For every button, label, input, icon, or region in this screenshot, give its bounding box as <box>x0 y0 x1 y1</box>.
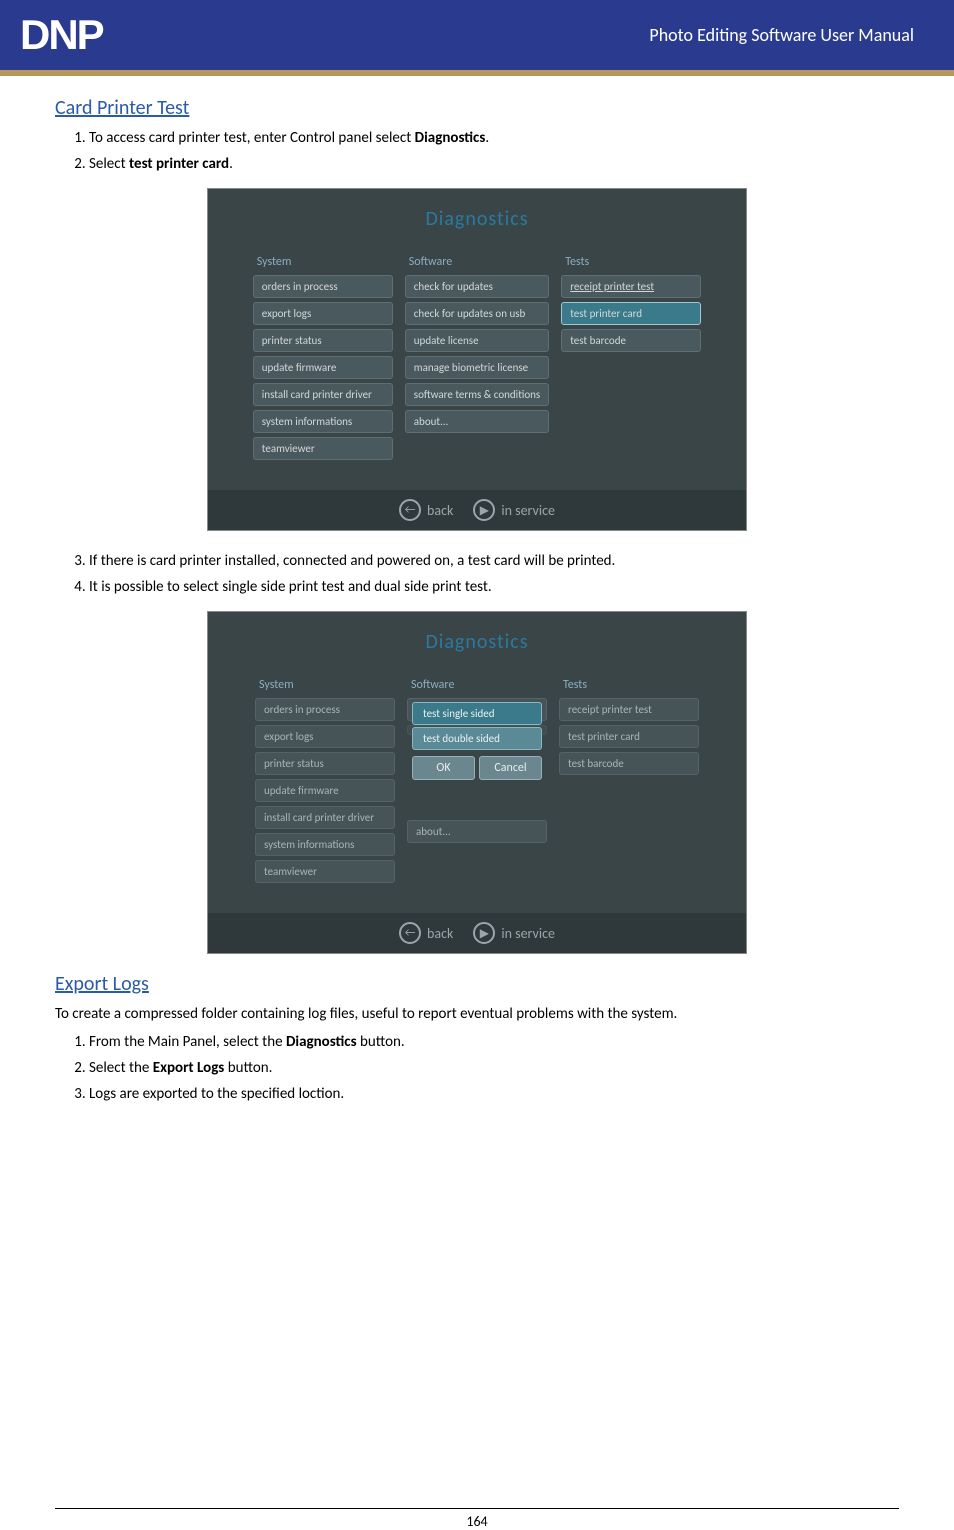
test-side-popup: test single sided test double sided OK C… <box>412 702 542 780</box>
tests-column-2: Tests receipt printer test test printer … <box>559 678 699 883</box>
section-heading-card-printer: Card Printer Test <box>55 96 899 120</box>
play-icon: ▶ <box>473 499 495 521</box>
back-label-2: back <box>427 925 453 942</box>
in-service-button[interactable]: ▶ in service <box>473 499 555 521</box>
orders-in-process-button[interactable]: orders in process <box>253 275 393 298</box>
check-updates-usb-button[interactable]: check for updates on usb <box>405 302 549 325</box>
list-item: Select test printer card. <box>89 152 899 176</box>
list-item: To access card printer test, enter Contr… <box>89 126 899 150</box>
steps-list-b: If there is card printer installed, conn… <box>55 549 899 599</box>
back-button-2[interactable]: ← back <box>399 922 453 944</box>
update-firmware-button-2[interactable]: update firmware <box>255 779 395 802</box>
column-header-software: Software <box>405 255 549 269</box>
test-printer-card-button-2[interactable]: test printer card <box>559 725 699 748</box>
receipt-printer-test-button-2[interactable]: receipt printer test <box>559 698 699 721</box>
play-icon-2: ▶ <box>473 922 495 944</box>
column-header-system-2: System <box>255 678 395 692</box>
back-arrow-icon-2: ← <box>399 922 421 944</box>
printer-status-button-2[interactable]: printer status <box>255 752 395 775</box>
list-item: It is possible to select single side pri… <box>89 575 899 599</box>
page-footer: 164 <box>55 1508 899 1530</box>
screenshot-diagnostics-2: Diagnostics System orders in process exp… <box>55 611 899 954</box>
diagnostics-columns-2: System orders in process export logs pri… <box>208 678 746 913</box>
teamviewer-button-2[interactable]: teamviewer <box>255 860 395 883</box>
terms-conditions-button[interactable]: software terms & conditions <box>405 383 549 406</box>
popup-button-row: OK Cancel <box>412 756 542 780</box>
in-service-button-2[interactable]: ▶ in service <box>473 922 555 944</box>
system-info-button[interactable]: system informations <box>253 410 393 433</box>
orders-in-process-button-2[interactable]: orders in process <box>255 698 395 721</box>
test-single-sided-option[interactable]: test single sided <box>412 702 542 725</box>
list-item: If there is card printer installed, conn… <box>89 549 899 573</box>
page-content: Card Printer Test To access card printer… <box>0 76 954 1148</box>
export-logs-steps: From the Main Panel, select the Diagnost… <box>55 1030 899 1106</box>
screenshot-diagnostics-1: Diagnostics System orders in process exp… <box>55 188 899 531</box>
diagnostics-panel-2: Diagnostics System orders in process exp… <box>207 611 747 954</box>
test-barcode-button[interactable]: test barcode <box>561 329 701 352</box>
cancel-button[interactable]: Cancel <box>479 756 542 780</box>
about-button-2[interactable]: about... <box>407 820 547 843</box>
list-item: Select the Export Logs button. <box>89 1056 899 1080</box>
column-header-system: System <box>253 255 393 269</box>
export-logs-button[interactable]: export logs <box>253 302 393 325</box>
diagnostics-panel: Diagnostics System orders in process exp… <box>207 188 747 531</box>
header-bar: DNP Photo Editing Software User Manual <box>0 0 954 70</box>
diagnostics-columns: System orders in process export logs pri… <box>208 255 746 490</box>
logo: DNP <box>20 11 103 59</box>
back-label: back <box>427 502 453 519</box>
system-info-button-2[interactable]: system informations <box>255 833 395 856</box>
export-logs-button-2[interactable]: export logs <box>255 725 395 748</box>
page-number: 164 <box>466 1513 487 1530</box>
receipt-printer-test-button[interactable]: receipt printer test <box>561 275 701 298</box>
diagnostics-title: Diagnostics <box>208 207 746 231</box>
test-barcode-button-2[interactable]: test barcode <box>559 752 699 775</box>
column-header-tests-2: Tests <box>559 678 699 692</box>
column-header-tests: Tests <box>561 255 701 269</box>
back-button[interactable]: ← back <box>399 499 453 521</box>
list-item: From the Main Panel, select the Diagnost… <box>89 1030 899 1054</box>
install-card-driver-button[interactable]: install card printer driver <box>253 383 393 406</box>
check-updates-button[interactable]: check for updates <box>405 275 549 298</box>
about-button[interactable]: about... <box>405 410 549 433</box>
system-column-2: System orders in process export logs pri… <box>255 678 395 883</box>
test-printer-card-button[interactable]: test printer card <box>561 302 701 325</box>
biometric-license-button[interactable]: manage biometric license <box>405 356 549 379</box>
software-column: Software check for updates check for upd… <box>405 255 549 460</box>
section-heading-export-logs: Export Logs <box>55 972 899 996</box>
export-logs-intro: To create a compressed folder containing… <box>55 1002 899 1026</box>
list-item: Logs are exported to the specified locti… <box>89 1082 899 1106</box>
diagnostics-title-2: Diagnostics <box>208 630 746 654</box>
column-header-software-2: Software <box>407 678 547 692</box>
back-arrow-icon: ← <box>399 499 421 521</box>
steps-list-a: To access card printer test, enter Contr… <box>55 126 899 176</box>
test-double-sided-option[interactable]: test double sided <box>412 727 542 750</box>
install-card-driver-button-2[interactable]: install card printer driver <box>255 806 395 829</box>
tests-column: Tests receipt printer test test printer … <box>561 255 701 460</box>
ok-button[interactable]: OK <box>412 756 475 780</box>
diagnostics-footer: ← back ▶ in service <box>208 490 746 530</box>
system-column: System orders in process export logs pri… <box>253 255 393 460</box>
service-label-2: in service <box>501 925 555 942</box>
service-label: in service <box>501 502 555 519</box>
update-license-button[interactable]: update license <box>405 329 549 352</box>
diagnostics-footer-2: ← back ▶ in service <box>208 913 746 953</box>
update-firmware-button[interactable]: update firmware <box>253 356 393 379</box>
teamviewer-button[interactable]: teamviewer <box>253 437 393 460</box>
manual-title: Photo Editing Software User Manual <box>649 24 914 46</box>
printer-status-button[interactable]: printer status <box>253 329 393 352</box>
